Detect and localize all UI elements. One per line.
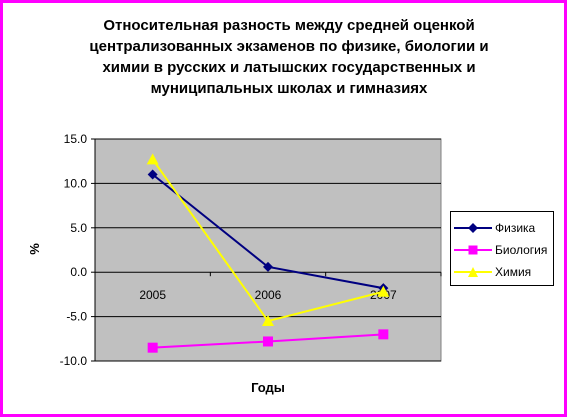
plot-area [94, 138, 442, 362]
y-tick-label: 0.0 [70, 265, 87, 279]
chart-plot: -10.0-5.00.05.010.015.0200520062007 [60, 132, 442, 368]
legend-item: Физика [454, 217, 553, 239]
data-point [263, 336, 273, 347]
legend-swatch-biology [454, 244, 492, 256]
chart-title-line: химии в русских и латышских государствен… [102, 59, 476, 76]
chart-legend: Физика Биология Химия [450, 211, 554, 286]
chart-title-line: централизованных экзаменов по физике, би… [89, 38, 489, 55]
data-point [262, 315, 274, 327]
legend-label: Химия [495, 265, 532, 279]
data-point [377, 285, 390, 297]
legend-swatch-physics [454, 222, 492, 234]
data-point [146, 153, 159, 165]
x-axis-label: Годы [251, 380, 285, 395]
data-point [147, 342, 158, 353]
y-tick-label: -10.0 [60, 354, 88, 368]
chart-title-line: Относительная разность между средней оце… [103, 17, 475, 34]
legend-swatch-chemistry [454, 266, 492, 278]
data-point [263, 261, 273, 272]
legend-item: Химия [454, 261, 553, 283]
data-point [147, 169, 158, 180]
chart-title-line: муниципальных школах и гимназиях [150, 80, 428, 97]
data-point [378, 329, 389, 340]
x-tick-label: 2006 [255, 288, 282, 302]
legend-label: Биология [495, 243, 548, 257]
x-tick-label: 2005 [139, 288, 166, 302]
y-tick-label: -5.0 [66, 310, 87, 324]
y-tick-label: 5.0 [70, 221, 87, 235]
y-axis-label: % [27, 243, 42, 255]
y-tick-label: 15.0 [64, 132, 88, 146]
legend-label: Физика [495, 221, 536, 235]
y-tick-label: 10.0 [64, 176, 88, 190]
legend-item: Биология [454, 239, 553, 261]
chart-title: Относительная разность между средней оце… [43, 15, 535, 99]
